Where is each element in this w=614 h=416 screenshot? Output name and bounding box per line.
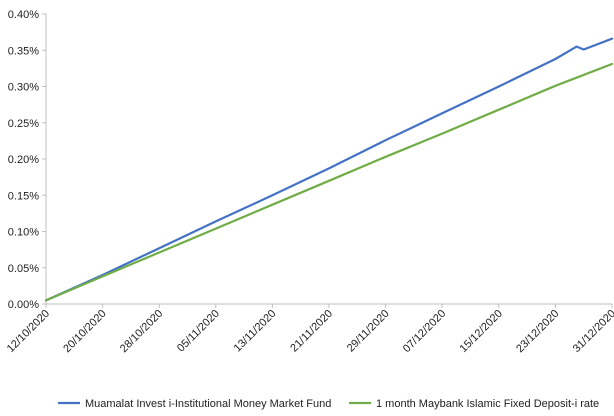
- x-tick-label: 13/11/2020: [232, 308, 279, 355]
- x-tick-label: 31/12/2020: [571, 308, 614, 355]
- y-tick-label: 0.10%: [8, 227, 39, 239]
- x-tick-label: 28/10/2020: [118, 308, 165, 355]
- x-tick-label: 05/11/2020: [175, 308, 222, 355]
- series-lines: [44, 37, 614, 302]
- x-tick-label: 12/10/2020: [5, 308, 52, 355]
- x-tick-label: 23/12/2020: [514, 308, 561, 355]
- y-tick-label: 0.15%: [8, 190, 39, 202]
- x-axis-ticks: 12/10/2020 20/10/2020 28/10/2020 05/11/2020…: [5, 304, 614, 355]
- series-line-2: [44, 62, 614, 302]
- y-tick-label: 0.00%: [8, 299, 39, 311]
- x-tick-label: 15/12/2020: [458, 308, 505, 355]
- x-tick-label: 21/11/2020: [288, 308, 335, 355]
- legend-label-1: Muamalat Invest i-Institutional Money Ma…: [85, 398, 331, 410]
- y-tick-label: 0.05%: [8, 263, 39, 275]
- x-tick-label: 29/11/2020: [345, 308, 392, 355]
- y-axis-ticks: 0.00% 0.05% 0.10% 0.15% 0.20% 0.25% 0.30% 0.35%…: [8, 9, 46, 311]
- y-tick-label: 0.20%: [8, 154, 39, 166]
- x-tick-label: 07/12/2020: [401, 308, 448, 355]
- y-tick-label: 0.35%: [8, 45, 39, 57]
- y-tick-label: 0.30%: [8, 82, 39, 94]
- y-tick-label: 0.25%: [8, 118, 39, 130]
- legend-label-2: 1 month Maybank Islamic Fixed Deposit-i …: [376, 398, 599, 410]
- y-tick-label: 0.40%: [8, 9, 39, 21]
- series-line-1: [44, 37, 614, 302]
- legend: Muamalat Invest i-Institutional Money Ma…: [58, 398, 599, 410]
- x-tick-label: 20/10/2020: [61, 308, 108, 355]
